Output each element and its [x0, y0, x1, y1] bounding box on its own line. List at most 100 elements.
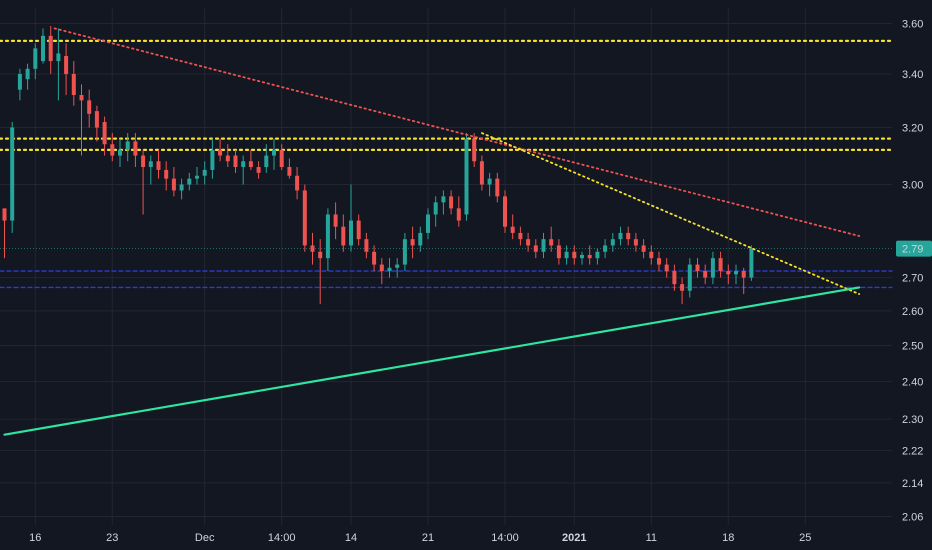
candle-body [649, 251, 654, 259]
candle [302, 184, 307, 252]
candle [387, 258, 392, 278]
candle [703, 264, 708, 285]
last-price-badge [896, 240, 932, 257]
candle [734, 264, 738, 285]
candle-body [110, 144, 115, 156]
x-tick-label: 11 [646, 532, 657, 544]
y-tick-label: 2.30 [902, 414, 923, 426]
candle [495, 172, 500, 203]
candle [664, 258, 669, 278]
candle [626, 226, 631, 246]
candle-body [695, 264, 700, 272]
candle [48, 25, 53, 74]
candle [364, 232, 369, 259]
candle [379, 258, 384, 285]
candle-body [218, 149, 223, 156]
y-tick-label: 2.14 [902, 478, 923, 490]
trendline-1 [480, 132, 861, 295]
candle-body [41, 35, 45, 62]
candle [464, 133, 469, 221]
candle [618, 226, 623, 246]
candle-body [48, 35, 53, 62]
candle-body [333, 214, 338, 227]
candle-body [318, 251, 323, 259]
candle-body [325, 214, 330, 259]
candle [479, 155, 484, 191]
price-axis[interactable]: 3.60 3.40 3.20 3.00 2.79 2.70 2.60 2.50 2.40 2.30… [896, 19, 932, 524]
candle [279, 144, 284, 170]
candle [695, 258, 700, 278]
candle [726, 264, 731, 285]
candle-body [580, 254, 584, 259]
candle [572, 245, 577, 265]
y-tick-label: 3.20 [902, 123, 923, 135]
candle-body [87, 100, 92, 114]
candle [426, 208, 430, 240]
candle [210, 138, 215, 179]
candle-body [256, 167, 261, 173]
candle [148, 155, 153, 185]
trendline-0 [53, 27, 861, 237]
candle [372, 245, 377, 272]
candle-body [187, 178, 192, 185]
candle-body [71, 73, 76, 96]
x-tick-label: Dec [195, 532, 215, 544]
candle [395, 258, 400, 278]
candle-body [472, 138, 477, 162]
candle [672, 264, 677, 291]
y-tick-label: 3.40 [902, 69, 923, 81]
grid [0, 8, 892, 525]
candle [118, 138, 122, 168]
candle-body [133, 141, 138, 156]
candle-body [148, 161, 153, 168]
candle-body [125, 141, 130, 150]
candle [295, 167, 300, 200]
candle-body [618, 232, 623, 240]
candle [472, 133, 477, 168]
candle-body [248, 161, 253, 168]
time-axis[interactable]: 16 23 Dec 14:00 14 21 14:00 2021 11 18 25 [29, 532, 811, 544]
x-tick-label: 14 [345, 532, 357, 544]
candle-body [402, 239, 407, 265]
candle-body [64, 55, 69, 74]
candle [171, 167, 176, 197]
candle [41, 28, 45, 64]
y-tick-label: 3.00 [902, 180, 923, 192]
candle-body [379, 264, 384, 272]
candle [156, 149, 161, 179]
candle-body [549, 239, 554, 246]
candle-body [202, 169, 207, 176]
candle [518, 226, 523, 246]
candle-body [556, 245, 561, 259]
candle-body [487, 178, 492, 185]
candle [25, 63, 30, 90]
candle-body [279, 149, 284, 168]
candle [256, 161, 261, 179]
candle [487, 172, 492, 197]
candle [456, 196, 461, 227]
candle [102, 116, 107, 156]
candle-body [456, 208, 461, 221]
candle [587, 245, 592, 265]
candle-body [680, 284, 685, 291]
candle [549, 226, 554, 252]
candle-body [741, 271, 746, 278]
candle [449, 190, 454, 215]
candle [333, 202, 338, 240]
candle [187, 172, 192, 191]
candle [56, 28, 61, 101]
candle [510, 214, 515, 240]
candle [633, 232, 638, 252]
candle [241, 155, 246, 185]
candle-body [395, 264, 400, 268]
candle-body [364, 239, 369, 252]
candle [595, 248, 600, 265]
candle [657, 251, 661, 272]
candle [87, 89, 92, 128]
candle-body [595, 251, 600, 259]
candle-body [210, 149, 215, 170]
candle-body [241, 161, 246, 168]
candle [218, 138, 223, 162]
candle-body [533, 245, 538, 252]
